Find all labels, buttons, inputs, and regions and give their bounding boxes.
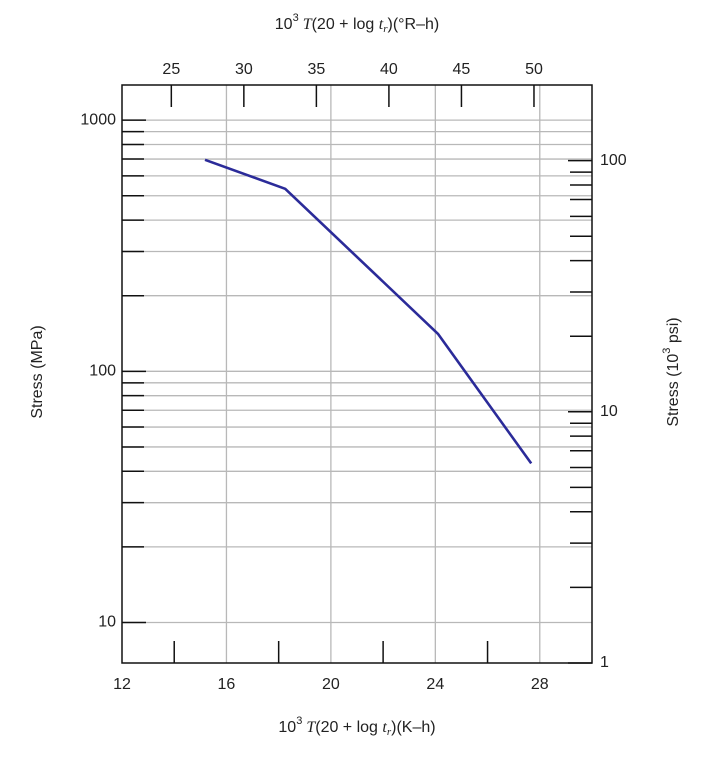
label-part: t	[382, 719, 387, 736]
label-part: T	[302, 719, 316, 736]
label-part: (20 + log	[312, 16, 379, 33]
label-part: )(°R–h)	[387, 16, 439, 33]
x-tick-label: 16	[218, 676, 236, 693]
data-line	[204, 158, 533, 465]
x-tick-label: 24	[426, 676, 444, 693]
label-part: 3	[296, 715, 302, 727]
x-tick-label: 12	[113, 676, 131, 693]
x-tick-label: 20	[322, 676, 340, 693]
label-part: psi)	[665, 317, 682, 347]
y2-tick-label: 10	[600, 403, 618, 420]
plot-frame	[121, 84, 593, 664]
label-part: Stress (10	[665, 354, 682, 427]
x2-tick-label: 30	[235, 61, 253, 78]
label-part: )(K–h)	[391, 719, 435, 736]
x2-tick-label: 35	[307, 61, 325, 78]
x2-tick-label: 50	[525, 61, 543, 78]
x2-tick-label: 25	[162, 61, 180, 78]
bottom-axis-title: 103 T(20 + log tr)(K–h)	[278, 715, 435, 738]
left-axis-title: Stress (MPa)	[29, 325, 46, 418]
x2-tick-label: 40	[380, 61, 398, 78]
top-axis-title: 103 T(20 + log tr)(°R–h)	[275, 12, 439, 35]
x-tick-label: 28	[531, 676, 549, 693]
y-tick-label: 1000	[80, 111, 116, 128]
label-part: r	[383, 23, 388, 35]
label-part: 3	[661, 348, 673, 354]
y-tick-label: 10	[98, 614, 116, 631]
y2-tick-label: 1	[600, 654, 609, 671]
label-part: 10	[275, 16, 293, 33]
y2-tick-label: 100	[600, 152, 627, 169]
label-part: 3	[293, 12, 299, 24]
y-tick-label: 100	[89, 363, 116, 380]
label-part: 10	[278, 719, 296, 736]
right-axis-title: Stress (103 psi)	[661, 317, 682, 426]
label-part: r	[387, 726, 392, 738]
label-part: (20 + log	[315, 719, 382, 736]
label-part: T	[299, 16, 313, 33]
x2-tick-label: 45	[453, 61, 471, 78]
label-part: t	[379, 16, 384, 33]
